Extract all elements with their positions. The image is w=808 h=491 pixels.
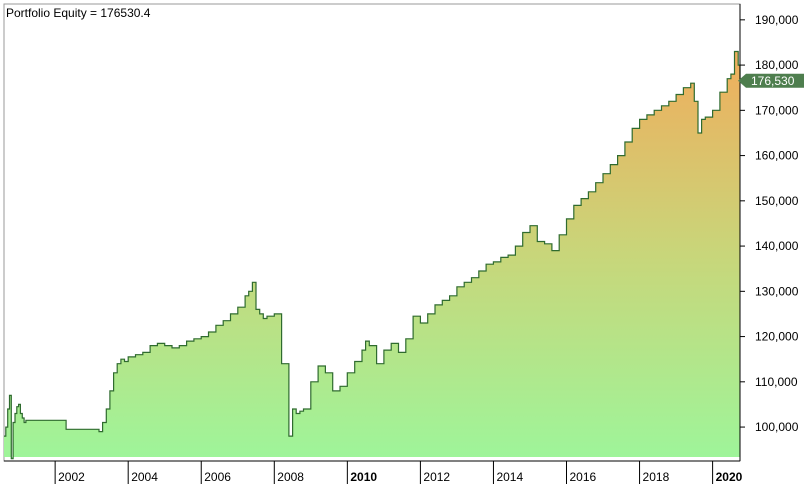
equity-area-layer xyxy=(4,50,741,460)
last-value-tag: 176,530 xyxy=(738,73,804,88)
x-tick-label: 2012 xyxy=(423,470,450,484)
y-tick-label: 160,000 xyxy=(755,149,799,163)
y-tick-label: 130,000 xyxy=(755,284,799,298)
x-tick-label: 2020 xyxy=(716,470,743,484)
y-axis: 100,000 110,000 120,000 130,000 140,000 150,0… xyxy=(739,4,799,461)
y-tick-label: 110,000 xyxy=(755,375,798,389)
last-value-label: 176,530 xyxy=(751,74,795,88)
x-tick-label: 2008 xyxy=(277,470,304,484)
x-tick-label: 2010 xyxy=(350,470,377,484)
y-tick-label: 150,000 xyxy=(755,194,799,208)
y-tick-label: 120,000 xyxy=(755,330,799,344)
x-tick-label: 2006 xyxy=(204,470,231,484)
last-value-marker xyxy=(738,73,804,88)
x-axis: 2002 2004 2006 2008 2010 2012 2014 2016 2018 2020 xyxy=(4,460,743,484)
x-tick-label: 2002 xyxy=(58,470,85,484)
equity-line xyxy=(4,50,741,460)
equity-area-fill xyxy=(4,51,740,459)
y-tick-label: 140,000 xyxy=(755,239,799,253)
y-tick-label: 100,000 xyxy=(755,420,799,434)
y-tick-label: 190,000 xyxy=(755,13,799,27)
x-tick-label: 2014 xyxy=(496,470,523,484)
y-tick-label: 170,000 xyxy=(755,103,799,117)
x-tick-label: 2004 xyxy=(131,470,158,484)
y-tick-label: 180,000 xyxy=(755,58,799,72)
chart-title: Portfolio Equity = 176530.4 xyxy=(6,6,151,20)
x-tick-label: 2018 xyxy=(643,470,670,484)
x-tick-label: 2016 xyxy=(570,470,597,484)
